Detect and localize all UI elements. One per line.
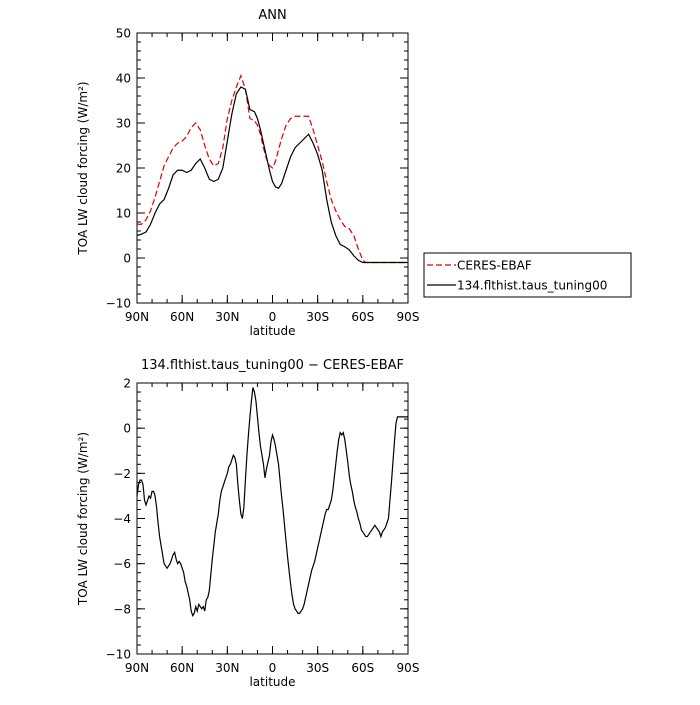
chart-title: 134.flthist.taus_tuning00 − CERES-EBAF — [141, 358, 404, 373]
series-line-1 — [137, 74, 408, 264]
plot-frame — [136, 382, 409, 655]
chart-panel-2: 134.flthist.taus_tuning00 − CERES-EBAF −1… — [76, 358, 419, 689]
x-tick-label: 0 — [269, 310, 277, 324]
y-axis-label: TOA LW cloud forcing (W/m²) — [76, 81, 90, 255]
y-tick-label: −2 — [113, 467, 131, 481]
legend: CERES-EBAF 134.flthist.taus_tuning00 — [423, 252, 632, 298]
y-tick-label: −6 — [113, 557, 131, 571]
y-tick-label: 10 — [116, 207, 131, 221]
x-tick-label: 90S — [397, 310, 420, 324]
y-tick-label: −10 — [106, 648, 131, 662]
x-axis-label: latitude — [249, 675, 295, 689]
series-line-1 — [136, 387, 408, 617]
legend-box — [423, 252, 632, 298]
x-tick-label: 30N — [215, 661, 239, 675]
legend-label: CERES-EBAF — [457, 259, 532, 273]
x-tick-label: 0 — [269, 661, 277, 675]
y-tick-label: 2 — [123, 377, 131, 391]
x-tick-label: 60S — [351, 661, 374, 675]
y-tick-label: 20 — [116, 162, 131, 176]
y-axis-label: TOA LW cloud forcing (W/m²) — [76, 432, 90, 606]
legend-label: 134.flthist.taus_tuning00 — [457, 279, 607, 293]
x-tick-label: 60N — [170, 661, 194, 675]
x-tick-label: 30N — [215, 310, 239, 324]
y-tick-label: −8 — [113, 602, 131, 616]
x-tick-label: 30S — [306, 310, 329, 324]
y-tick-label: 50 — [116, 27, 131, 41]
y-tick-label: −4 — [113, 512, 131, 526]
x-tick-label: 60N — [170, 310, 194, 324]
x-axis-label: latitude — [249, 324, 295, 338]
x-tick-label: 60S — [351, 310, 374, 324]
x-tick-label: 90S — [397, 661, 420, 675]
x-tick-label: 90N — [125, 310, 149, 324]
x-tick-label: 90N — [125, 661, 149, 675]
y-tick-label: 30 — [116, 117, 131, 131]
x-tick-label: 30S — [306, 661, 329, 675]
chart-title: ANN — [258, 8, 286, 23]
chart-panel-1: ANN −10 0 10 20 30 40 50 90N 60N 30N 0 30S 60S 90S lati… — [76, 8, 632, 338]
y-tick-label: 0 — [123, 422, 131, 436]
series-line-2 — [136, 86, 408, 264]
y-tick-label: 40 — [116, 72, 131, 86]
y-tick-label: 0 — [123, 252, 131, 266]
y-tick-label: −10 — [106, 297, 131, 311]
